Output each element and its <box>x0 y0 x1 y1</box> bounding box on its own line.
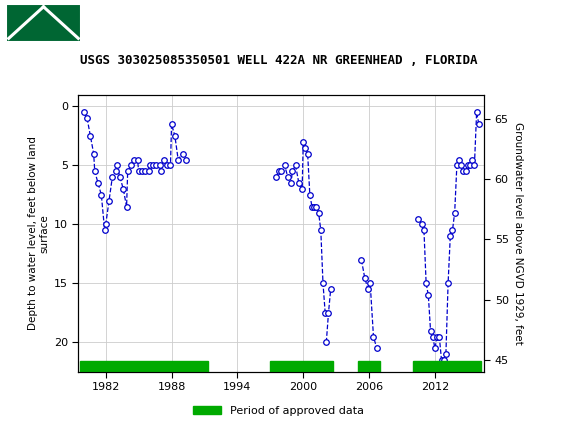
Bar <box>6 3 81 42</box>
FancyBboxPatch shape <box>6 3 81 42</box>
Bar <box>358 361 380 372</box>
Text: USGS 303025085350501 WELL 422A NR GREENHEAD , FLORIDA: USGS 303025085350501 WELL 422A NR GREENH… <box>79 54 477 67</box>
Text: USGS: USGS <box>96 14 151 31</box>
Bar <box>81 361 208 372</box>
Bar <box>270 361 333 372</box>
Y-axis label: Groundwater level above NGVD 1929, feet: Groundwater level above NGVD 1929, feet <box>513 122 523 345</box>
Legend: Period of approved data: Period of approved data <box>188 401 368 420</box>
Y-axis label: Depth to water level, feet below land
surface: Depth to water level, feet below land su… <box>28 136 50 330</box>
Bar <box>413 361 481 372</box>
